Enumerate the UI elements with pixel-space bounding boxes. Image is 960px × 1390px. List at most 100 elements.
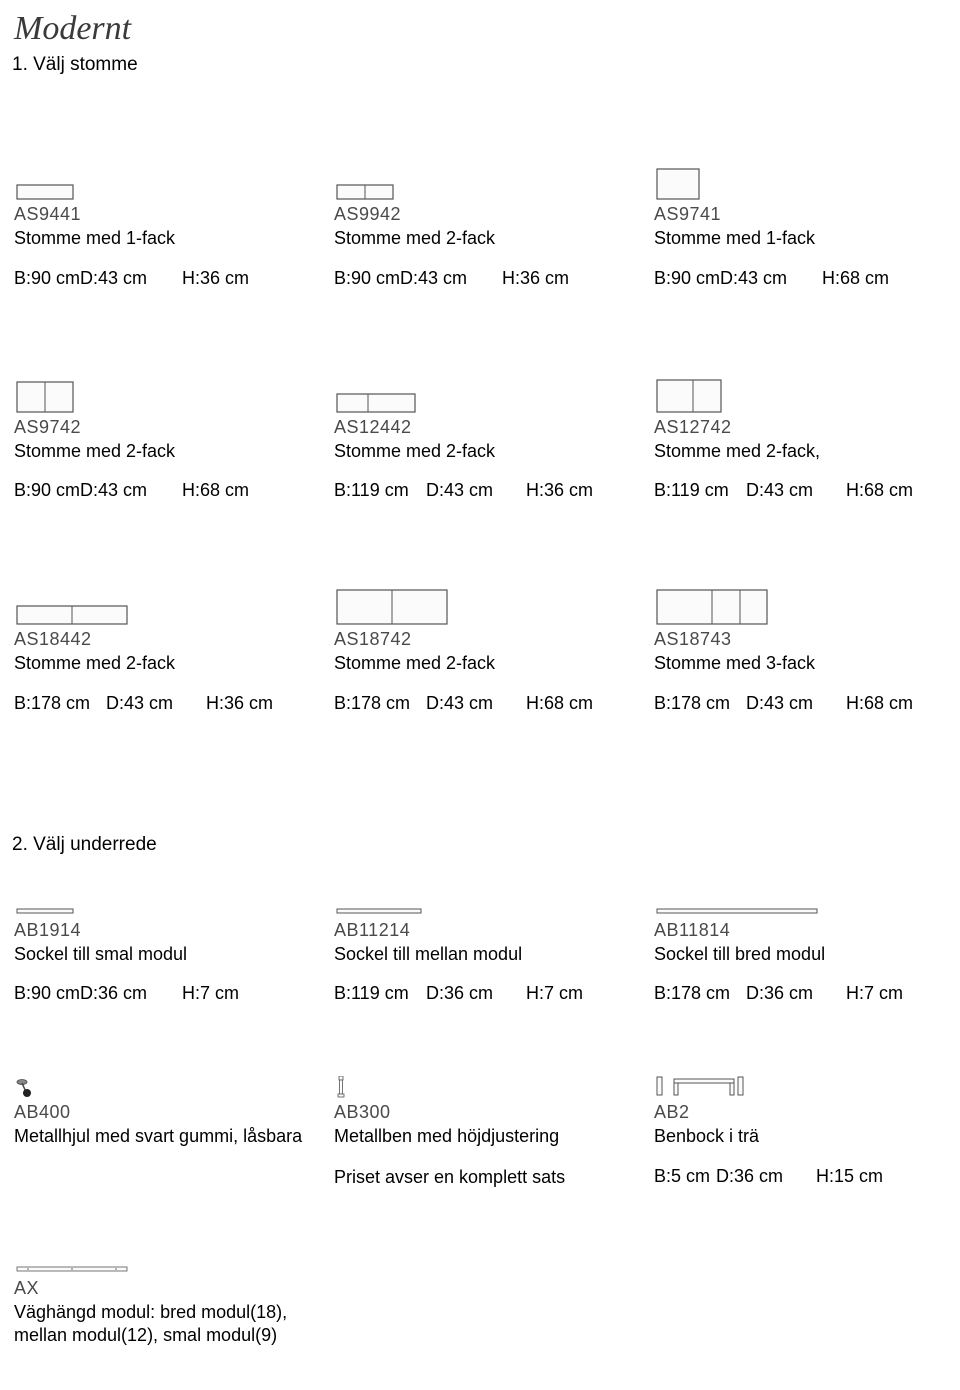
- product-card: AB1914 Sockel till smal modul B:90 cm D:…: [14, 896, 324, 1005]
- dim-h: H:7 cm: [846, 983, 903, 1004]
- dim-b: B:119 cm: [334, 480, 426, 501]
- dim-b: B:178 cm: [14, 693, 106, 714]
- product-dims: B:119 cm D:43 cm H:36 cm: [334, 480, 644, 501]
- product-card: AS9742 Stomme med 2-fack B:90 cm D:43 cm…: [14, 369, 324, 502]
- dim-d: D:36 cm: [746, 983, 846, 1004]
- dim-h: H:36 cm: [502, 268, 569, 289]
- dim-d: D:36 cm: [80, 983, 182, 1004]
- product-sku: AS9441: [14, 204, 324, 225]
- product-sku: AX: [14, 1278, 324, 1299]
- plinth-icon: [334, 896, 644, 916]
- dim-d: D:36 cm: [426, 983, 526, 1004]
- dim-b: B:90 cm: [14, 268, 80, 289]
- product-icon: [654, 581, 960, 625]
- product-card: AX Väghängd modul: bred modul(18), mella…: [14, 1258, 324, 1350]
- dim-h: H:36 cm: [526, 480, 593, 501]
- product-name: Metallben med höjdjustering: [334, 1125, 644, 1148]
- product-name: Sockel till bred modul: [654, 943, 960, 966]
- product-card: AS9441 Stomme med 1-fack B:90 cm D:43 cm…: [14, 156, 324, 289]
- product-note: Priset avser en komplett sats: [334, 1166, 644, 1189]
- product-dims: B:178 cm D:43 cm H:68 cm: [334, 693, 644, 714]
- product-icon: [654, 156, 960, 200]
- product-card: AS12742 Stomme med 2-fack, B:119 cm D:43…: [654, 369, 960, 502]
- product-card: AS18743 Stomme med 3-fack B:178 cm D:43 …: [654, 581, 960, 714]
- product-icon: [14, 369, 324, 413]
- dim-h: H:36 cm: [182, 268, 249, 289]
- dim-d: D:43 cm: [80, 268, 182, 289]
- dim-d: D:43 cm: [426, 480, 526, 501]
- product-card: AS9741 Stomme med 1-fack B:90 cm D:43 cm…: [654, 156, 960, 289]
- product-icon: [14, 156, 324, 200]
- product-name: Stomme med 2-fack: [334, 652, 644, 675]
- dim-d: D:43 cm: [746, 693, 846, 714]
- dim-h: H:68 cm: [846, 693, 913, 714]
- product-card: AB300 Metallben med höjdjustering Priset…: [334, 1074, 644, 1188]
- product-name: Stomme med 2-fack: [334, 227, 644, 250]
- plinth-icon: [14, 896, 324, 916]
- page-title: Modernt: [14, 10, 950, 48]
- product-sku: AS9741: [654, 204, 960, 225]
- dim-d: D:43 cm: [400, 268, 502, 289]
- product-dims: B:5 cm D:36 cm H:15 cm: [654, 1166, 960, 1187]
- product-card: AS18742 Stomme med 2-fack B:178 cm D:43 …: [334, 581, 644, 714]
- dim-h: H:68 cm: [846, 480, 913, 501]
- dim-d: D:43 cm: [426, 693, 526, 714]
- product-name: Stomme med 2-fack: [14, 652, 324, 675]
- product-dims: B:119 cm D:43 cm H:68 cm: [654, 480, 960, 501]
- dim-b: B:119 cm: [654, 480, 746, 501]
- product-sku: AS12742: [654, 417, 960, 438]
- product-sku: AS18442: [14, 629, 324, 650]
- dim-h: H:68 cm: [822, 268, 889, 289]
- product-dims: B:90 cm D:43 cm H:36 cm: [14, 268, 324, 289]
- product-icon: [14, 581, 324, 625]
- product-icon: [334, 369, 644, 413]
- leg-icon: [334, 1074, 644, 1098]
- product-name: Stomme med 1-fack: [654, 227, 960, 250]
- dim-b: B:90 cm: [14, 983, 80, 1004]
- product-sku: AB400: [14, 1102, 324, 1123]
- plinth-icon: [654, 896, 960, 916]
- product-card: AB11214 Sockel till mellan modul B:119 c…: [334, 896, 644, 1005]
- dim-h: H:15 cm: [816, 1166, 883, 1187]
- product-sku: AB11214: [334, 920, 644, 941]
- dim-h: H:68 cm: [182, 480, 249, 501]
- dim-b: B:90 cm: [14, 480, 80, 501]
- product-name: Stomme med 1-fack: [14, 227, 324, 250]
- product-dims: B:119 cm D:36 cm H:7 cm: [334, 983, 644, 1004]
- stomme-grid: AS9441 Stomme med 1-fack B:90 cm D:43 cm…: [10, 156, 950, 714]
- product-name: Benbock i trä: [654, 1125, 960, 1148]
- product-icon: [334, 156, 644, 200]
- dim-h: H:7 cm: [526, 983, 583, 1004]
- product-dims: B:90 cm D:43 cm H:68 cm: [654, 268, 960, 289]
- product-name: Sockel till smal modul: [14, 943, 324, 966]
- dim-h: H:7 cm: [182, 983, 239, 1004]
- product-card: AB400 Metallhjul med svart gummi, låsbar…: [14, 1074, 324, 1188]
- product-sku: AS12442: [334, 417, 644, 438]
- product-icon: [334, 581, 644, 625]
- product-sku: AS18742: [334, 629, 644, 650]
- dim-d: D:43 cm: [746, 480, 846, 501]
- product-card: AS12442 Stomme med 2-fack B:119 cm D:43 …: [334, 369, 644, 502]
- product-card: AS9942 Stomme med 2-fack B:90 cm D:43 cm…: [334, 156, 644, 289]
- product-sku: AS9942: [334, 204, 644, 225]
- underrede-grid: AB1914 Sockel till smal modul B:90 cm D:…: [10, 896, 950, 1351]
- rail-icon: [14, 1258, 324, 1274]
- wheel-icon: [14, 1074, 324, 1098]
- product-name: Stomme med 2-fack: [334, 440, 644, 463]
- product-name: Metallhjul med svart gummi, låsbara: [14, 1125, 324, 1148]
- dim-b: B:5 cm: [654, 1166, 716, 1187]
- product-dims: B:178 cm D:43 cm H:68 cm: [654, 693, 960, 714]
- product-sku: AS9742: [14, 417, 324, 438]
- product-sku: AB300: [334, 1102, 644, 1123]
- product-sku: AB11814: [654, 920, 960, 941]
- product-sku: AS18743: [654, 629, 960, 650]
- dim-d: D:43 cm: [720, 268, 822, 289]
- product-sku: AB2: [654, 1102, 960, 1123]
- section-heading-underrede: 2. Välj underrede: [12, 834, 950, 856]
- dim-b: B:119 cm: [334, 983, 426, 1004]
- product-dims: B:90 cm D:36 cm H:7 cm: [14, 983, 324, 1004]
- product-sku: AB1914: [14, 920, 324, 941]
- dim-d: D:43 cm: [106, 693, 206, 714]
- trestle-icon: [654, 1074, 960, 1098]
- dim-h: H:36 cm: [206, 693, 273, 714]
